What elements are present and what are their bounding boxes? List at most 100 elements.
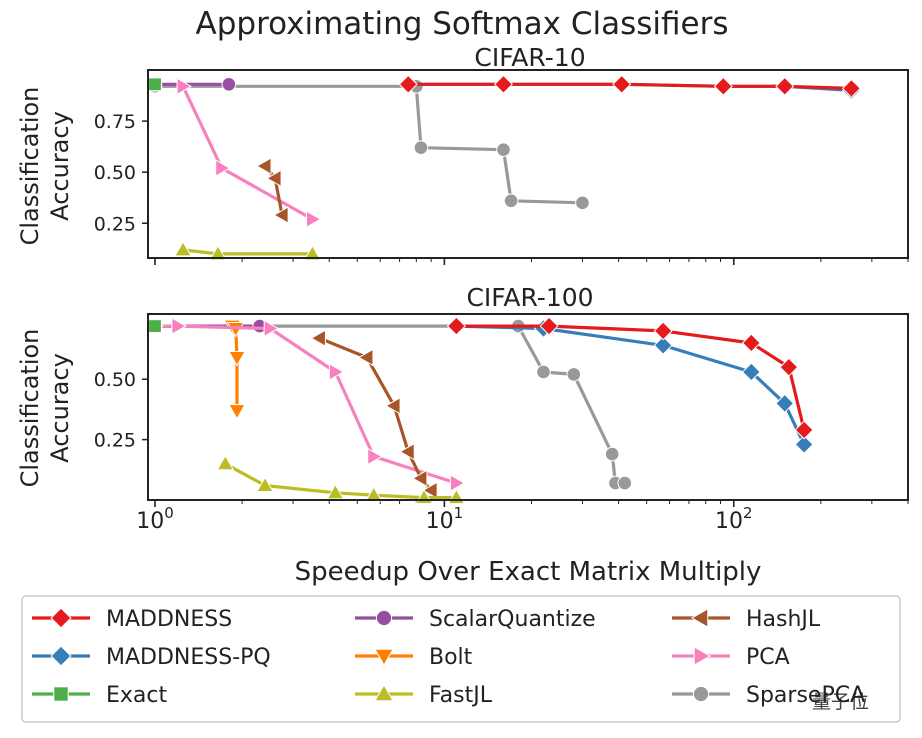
series-line-maddness-pq bbox=[456, 324, 806, 446]
series-sparsepca bbox=[147, 79, 590, 211]
legend-label-maddness: MADDNESS bbox=[106, 607, 232, 632]
legend-marker-pca bbox=[693, 646, 712, 666]
chart-title: Approximating Softmax Classifiers bbox=[196, 6, 729, 42]
legend-label-exact: Exact bbox=[106, 683, 167, 708]
data-point-hashjl bbox=[399, 442, 415, 461]
legend-frame bbox=[21, 595, 901, 723]
data-point-pca bbox=[176, 77, 193, 96]
data-point-sparsepca bbox=[617, 475, 633, 491]
data-point-sparsepca bbox=[413, 140, 429, 155]
data-point-sparsepca bbox=[575, 195, 590, 211]
data-point-hashjl bbox=[256, 157, 272, 175]
legend-label-pca: PCA bbox=[746, 645, 790, 670]
data-point-fastjl bbox=[364, 486, 383, 502]
series-line-pca bbox=[181, 85, 314, 221]
data-point-hashjl bbox=[411, 469, 428, 488]
legend-item-exact: Exact bbox=[32, 683, 167, 708]
series-exact bbox=[148, 319, 162, 333]
x-tick-label: 102 bbox=[715, 504, 753, 534]
plot-area-cifar-100: 0.25 0.50 bbox=[94, 316, 909, 507]
axes-frame-cifar-10 bbox=[147, 69, 909, 259]
legend-label-maddness-pq: MADDNESS-PQ bbox=[106, 645, 271, 670]
data-point-pca bbox=[263, 319, 280, 338]
data-point-sparsepca bbox=[566, 367, 582, 382]
y-tick-label: 0.75 bbox=[94, 111, 136, 133]
data-point-fastjl bbox=[174, 240, 192, 257]
legend-label-bolt: Bolt bbox=[429, 645, 473, 670]
series-line-maddness bbox=[408, 82, 852, 90]
data-point-sparsepca bbox=[496, 142, 511, 157]
legend-item-maddness-pq: MADDNESS-PQ bbox=[32, 645, 271, 670]
legend-item-sparsepca: SparsePCA bbox=[672, 683, 865, 708]
ylabel-line1: Classification bbox=[16, 87, 44, 246]
data-point-maddness-pq bbox=[775, 393, 795, 413]
data-point-scalarquantize bbox=[221, 77, 237, 92]
panel-cifar-10: CIFAR-10 Classification Accuracy 0.25 0.5… bbox=[16, 43, 909, 265]
series-line-fastjl bbox=[224, 462, 457, 500]
ylabel-line1: Classification bbox=[16, 329, 44, 488]
data-point-sparsepca bbox=[604, 446, 620, 462]
series-bolt bbox=[223, 319, 246, 420]
y-tick-label: 0.50 bbox=[94, 162, 136, 184]
data-point-hashjl bbox=[422, 481, 438, 500]
x-tick-label: 100 bbox=[136, 504, 174, 534]
data-point-maddness bbox=[493, 74, 513, 94]
panel-title-cifar-100: CIFAR-100 bbox=[466, 283, 593, 312]
data-point-pca bbox=[328, 363, 345, 381]
data-point-hashjl bbox=[266, 169, 282, 188]
panel-cifar-100: CIFAR-100 Classification Accuracy 0.250.… bbox=[16, 283, 909, 507]
data-point-maddness bbox=[539, 316, 559, 336]
series-pca bbox=[176, 77, 322, 229]
series-hashjl bbox=[310, 329, 438, 500]
y-tick-label: 0.50 bbox=[94, 369, 136, 391]
data-point-maddness bbox=[794, 420, 814, 440]
legend-marker-exact bbox=[53, 686, 69, 702]
data-point-pca bbox=[305, 210, 322, 229]
data-point-maddness bbox=[775, 76, 795, 96]
legend-item-maddness: MADDNESS bbox=[32, 607, 232, 632]
data-point-sparsepca bbox=[503, 193, 519, 209]
legend-label-hashjl: HashJL bbox=[746, 607, 821, 632]
panel-title-cifar-10: CIFAR-10 bbox=[474, 43, 585, 72]
data-point-hashjl bbox=[385, 396, 401, 415]
data-point-fastjl bbox=[209, 244, 227, 261]
legend: MADDNESS ScalarQuantize HashJL MADDNESS-PQ B… bbox=[21, 595, 901, 723]
ylabel-line2: Accuracy bbox=[46, 353, 74, 463]
data-point-maddness bbox=[653, 321, 673, 341]
legend-marker-fastjl bbox=[374, 683, 394, 702]
data-point-maddness bbox=[398, 74, 418, 94]
legend-marker-maddness bbox=[50, 607, 72, 629]
data-point-fastjl bbox=[256, 476, 274, 493]
series-exact bbox=[148, 77, 162, 92]
series-maddness-pq bbox=[446, 316, 814, 454]
data-point-maddness-pq bbox=[653, 335, 673, 355]
data-point-maddness bbox=[841, 78, 861, 98]
panel-cifar-10-ylabel: Classification Accuracy bbox=[16, 87, 74, 246]
y-tick-label: 0.25 bbox=[94, 213, 136, 235]
data-point-pca bbox=[215, 159, 231, 177]
watermark: 量子位 bbox=[812, 691, 869, 713]
data-point-fastjl bbox=[216, 454, 235, 471]
series-fastjl bbox=[216, 454, 466, 505]
legend-marker-scalarquantize bbox=[375, 609, 393, 627]
data-point-pca bbox=[171, 317, 187, 335]
series-maddness bbox=[446, 316, 814, 440]
legend-item-scalarquantize: ScalarQuantize bbox=[355, 607, 596, 632]
legend-item-fastjl: FastJL bbox=[355, 683, 493, 708]
legend-label-fastjl: FastJL bbox=[429, 683, 493, 708]
legend-marker-hashjl bbox=[690, 608, 709, 628]
data-point-exact bbox=[148, 77, 162, 92]
data-point-fastjl bbox=[326, 483, 345, 500]
y-tick-label: 0.25 bbox=[94, 430, 136, 452]
x-tick-label: 101 bbox=[426, 504, 464, 534]
series-fastjl bbox=[174, 240, 322, 261]
series-line-sparsepca bbox=[155, 84, 583, 205]
series-line-maddness bbox=[456, 324, 806, 431]
plot-area-cifar-10: 0.25 0.50 0.75 bbox=[94, 74, 909, 265]
data-point-hashjl bbox=[357, 348, 374, 367]
series-maddness bbox=[398, 74, 861, 98]
x-axis-ticks: 100 101 102 bbox=[136, 504, 752, 534]
axes-frame-cifar-100 bbox=[147, 313, 909, 501]
series-pca bbox=[148, 317, 466, 492]
data-point-maddness-pq bbox=[741, 362, 761, 382]
